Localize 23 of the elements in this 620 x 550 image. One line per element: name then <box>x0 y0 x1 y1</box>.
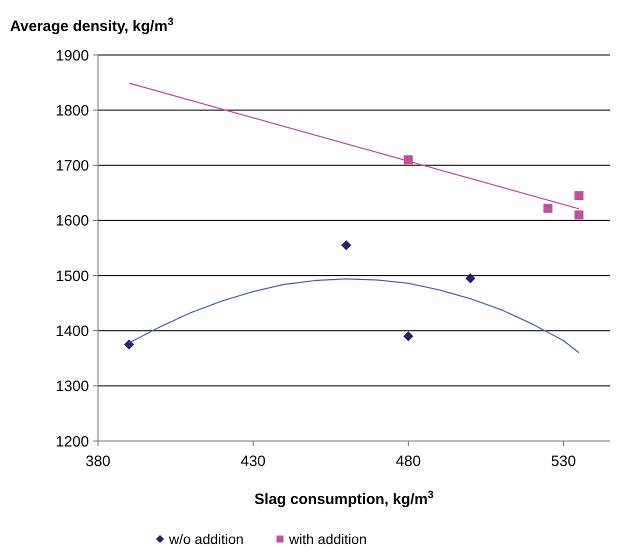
point <box>341 240 352 250</box>
point <box>124 340 134 350</box>
point <box>574 210 584 220</box>
point <box>465 273 476 284</box>
x-tick-label: 530 <box>550 453 576 470</box>
legend-label: w/o addition <box>168 531 244 547</box>
x-tick-label: 380 <box>85 453 111 470</box>
y-tick-label: 1300 <box>56 378 89 396</box>
y-axis-title: Average density, kg/m$^{3}$ <box>10 16 174 35</box>
y-tick-label: 1700 <box>56 158 89 175</box>
y-tick-label: 1200 <box>56 433 89 450</box>
y-tick-label: 1400 <box>56 322 89 340</box>
legend-label: with addition <box>288 531 367 547</box>
x-tick-label: 480 <box>396 453 421 470</box>
x-tick-label: 430 <box>240 453 266 470</box>
point <box>574 191 584 200</box>
point <box>543 204 552 213</box>
y-tick-label: 1900 <box>56 47 89 64</box>
point <box>403 331 414 342</box>
x-axis-title: Slag consumption, kg/m$^{3}$ <box>254 489 434 508</box>
y-tick-label: 1800 <box>56 102 89 120</box>
y-tick-label: 1500 <box>56 268 89 285</box>
y-tick-label: 1600 <box>56 212 89 230</box>
